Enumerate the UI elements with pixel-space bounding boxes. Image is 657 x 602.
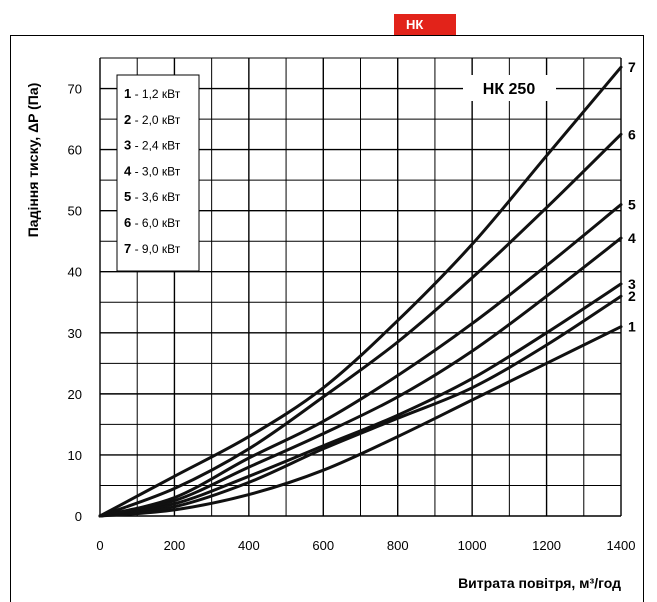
- y-tick-label: 40: [68, 265, 82, 280]
- y-tick-label: 30: [68, 326, 82, 341]
- curve-label-6: 6: [628, 126, 636, 142]
- legend-item: 3 - 2,4 кВт: [124, 138, 181, 153]
- curve-6: [98, 132, 623, 518]
- y-tick-label: 60: [68, 143, 82, 158]
- frame-right-line: [643, 35, 644, 602]
- curve-label-2: 2: [628, 288, 636, 304]
- curve-1: [98, 325, 623, 518]
- y-tick-label: 70: [68, 82, 82, 97]
- header-tab: НК: [394, 14, 456, 36]
- legend: 1 - 1,2 кВт 2 - 2,0 кВт 3 - 2,4 кВт 4 - 3,0…: [116, 74, 200, 272]
- curve-label-1: 1: [628, 319, 636, 335]
- title-background: [463, 75, 556, 101]
- y-tick-labels: 0 10 20 30 40 50 60 70: [68, 82, 82, 524]
- x-axis-label: Витрата повітря, м³/год: [458, 575, 621, 591]
- curve-2: [98, 294, 623, 518]
- x-tick-label: 800: [387, 538, 409, 553]
- curve-3: [98, 282, 623, 518]
- y-axis-label: Падіння тиску, ΔP (Па): [25, 83, 41, 238]
- curve-4: [98, 236, 623, 518]
- curve-label-3: 3: [628, 276, 636, 292]
- y-tick-label: 10: [68, 448, 82, 463]
- legend-item: 4 - 3,0 кВт: [124, 163, 181, 178]
- x-tick-label: 1400: [607, 538, 636, 553]
- x-tick-label: 600: [312, 538, 334, 553]
- chart-title-box: НК 250: [463, 75, 556, 101]
- legend-item: 2 - 2,0 кВт: [124, 112, 181, 127]
- x-tick-label: 0: [96, 538, 103, 553]
- x-tick-label: 1200: [532, 538, 561, 553]
- legend-item: 1 - 1,2 кВт: [124, 86, 181, 101]
- curve-label-5: 5: [628, 197, 636, 213]
- x-tick-label: 400: [238, 538, 260, 553]
- legend-item: 7 - 9,0 кВт: [124, 241, 181, 256]
- curves: [98, 65, 623, 518]
- x-tick-label: 200: [164, 538, 186, 553]
- x-tick-label: 1000: [458, 538, 487, 553]
- frame-top-line: [10, 35, 644, 36]
- curve-label-7: 7: [628, 59, 636, 75]
- curve-7: [98, 65, 623, 518]
- x-tick-labels: 0 200 400 600 800 1000 1200 1400: [96, 538, 635, 553]
- y-tick-label: 0: [75, 509, 82, 524]
- frame-left-line: [10, 35, 11, 602]
- legend-item: 5 - 3,6 кВт: [124, 189, 181, 204]
- curve-label-4: 4: [628, 230, 636, 246]
- curve-5: [98, 203, 623, 518]
- chart-title: НК 250: [483, 81, 536, 98]
- y-tick-label: 20: [68, 387, 82, 402]
- y-tick-label: 50: [68, 204, 82, 219]
- legend-item: 6 - 6,0 кВт: [124, 215, 181, 230]
- legend-frame: [116, 74, 200, 272]
